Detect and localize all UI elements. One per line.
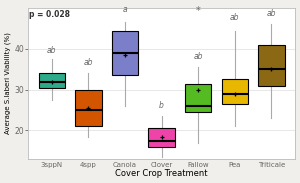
PathPatch shape [75, 90, 102, 126]
PathPatch shape [222, 79, 248, 104]
Text: ab: ab [230, 13, 239, 22]
PathPatch shape [112, 31, 138, 75]
Text: p = 0.028: p = 0.028 [29, 10, 70, 19]
PathPatch shape [148, 128, 175, 147]
Y-axis label: Average S.laberi Viability (%): Average S.laberi Viability (%) [5, 33, 11, 135]
Text: *: * [196, 6, 201, 16]
Text: ab: ab [84, 58, 93, 67]
Text: ab: ab [47, 46, 57, 55]
Text: ab: ab [267, 9, 276, 18]
PathPatch shape [185, 84, 212, 112]
Text: a: a [123, 5, 127, 14]
PathPatch shape [39, 73, 65, 88]
X-axis label: Cover Crop Treatment: Cover Crop Treatment [115, 169, 208, 178]
Text: b: b [159, 101, 164, 110]
Text: ab: ab [194, 52, 203, 61]
PathPatch shape [258, 45, 284, 86]
